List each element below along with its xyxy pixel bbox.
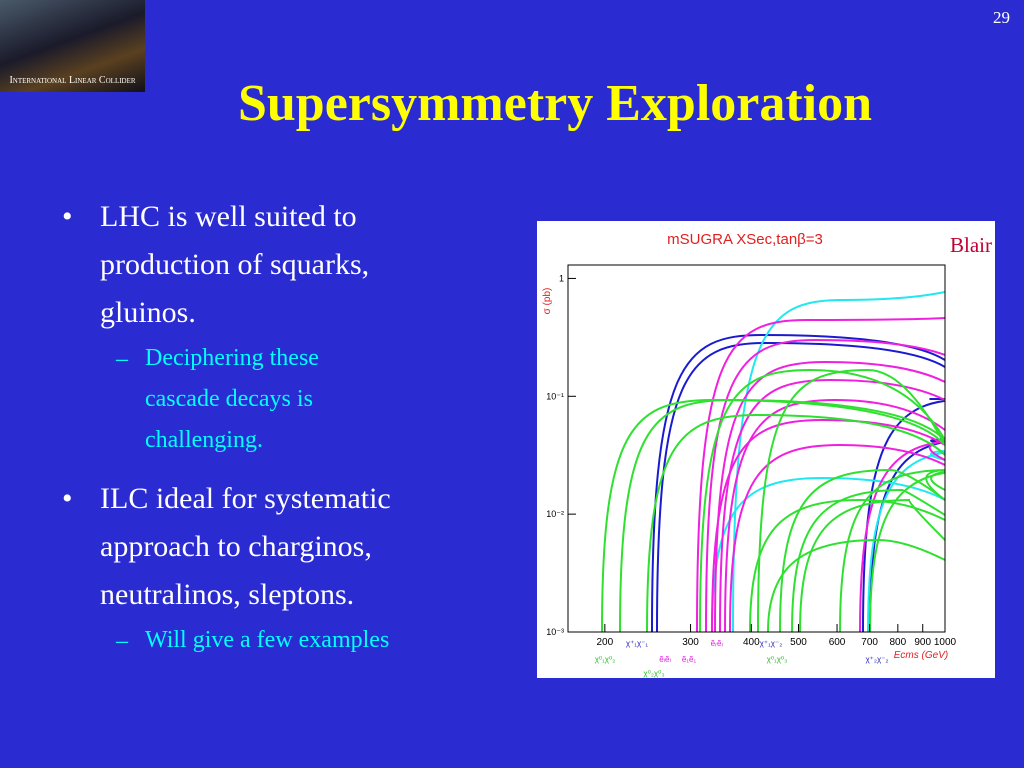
x-tick-label: 400 (743, 637, 760, 648)
curve (862, 398, 945, 632)
process-label: ẽₗẽₗ (659, 655, 671, 664)
bullet-text: gluinos. (100, 296, 196, 329)
bullet-text: production of squarks, (100, 248, 370, 281)
curve (839, 469, 945, 632)
sub-bullet-marker: – (116, 346, 128, 372)
logo-text: International Linear Collider (9, 75, 136, 86)
sub-bullet-text: Will give a few examples (145, 627, 390, 653)
bullet-text: ILC ideal for systematic (100, 482, 391, 515)
x-axis-label: Ecms (GeV) (894, 650, 948, 661)
plot-frame (567, 264, 946, 633)
bullet-text: LHC is well suited to (100, 200, 357, 233)
y-axis-label: σ (pb) (542, 288, 553, 315)
sub-bullet-text: challenging. (145, 427, 263, 453)
curve (779, 468, 945, 632)
slide-title: Supersymmetry Exploration (237, 75, 873, 132)
curve (696, 317, 945, 632)
curve (799, 499, 945, 632)
x-tick-label: 800 (889, 637, 906, 648)
process-label: χ⁺₂χ⁻₂ (865, 655, 888, 664)
curve (711, 418, 945, 632)
curves (601, 291, 945, 632)
figure-credit: Blair (950, 233, 992, 257)
figure-background (537, 221, 995, 678)
y-tick-label: 10⁻³ (546, 627, 564, 637)
curve (619, 398, 945, 632)
x-tick-label: 700 (861, 637, 878, 648)
bullet-text: approach to charginos, (100, 530, 372, 563)
process-label: χ⁰₁χ⁰₂ (595, 655, 616, 664)
x-tick-label: 300 (682, 637, 699, 648)
slide-number: 29 (993, 8, 1010, 27)
sub-bullet-text: cascade decays is (145, 386, 313, 412)
y-tick-label: 1 (559, 273, 564, 283)
process-label: ẽ₁ẽ₁ (682, 655, 697, 664)
curve (757, 368, 945, 632)
curve (714, 360, 945, 632)
logo (0, 0, 145, 92)
bullet-marker: • (62, 200, 73, 233)
x-tick-label: 500 (790, 637, 807, 648)
curve (601, 398, 945, 632)
curve (767, 538, 945, 632)
curve (646, 413, 945, 632)
sub-bullet-marker: – (116, 628, 128, 654)
process-label: χ⁰₁χ⁰₃ (767, 655, 788, 664)
curve (791, 488, 945, 632)
figure: mSUGRA XSec,tanβ=3 Blair σ (pb) Ecms (Ge… (537, 221, 995, 678)
bullet-text: neutralinos, sleptons. (100, 578, 355, 611)
curve (859, 440, 945, 632)
y-tick-label: 10⁻¹ (546, 391, 564, 401)
curve (705, 338, 945, 632)
y-tick-label: 10⁻² (546, 509, 564, 519)
x-tick-label: 900 (914, 637, 931, 648)
curve (732, 291, 945, 632)
process-label: ẽᵣẽᵣ (711, 639, 724, 648)
sub-bullet-text: Deciphering these (145, 345, 319, 371)
process-label: χ⁺₁χ⁻₁ (626, 639, 649, 648)
x-tick-label: 600 (829, 637, 846, 648)
curve (699, 368, 945, 632)
x-tick-label: 200 (597, 637, 614, 648)
process-label: χ⁺₁χ⁻₂ (760, 639, 783, 648)
x-tick-label: 1000 (934, 637, 957, 648)
bullet-marker: • (62, 482, 73, 515)
process-label: χ⁰₂χ⁰₃ (643, 669, 664, 678)
curve (869, 470, 945, 632)
figure-title: mSUGRA XSec,tanβ=3 (667, 231, 823, 248)
